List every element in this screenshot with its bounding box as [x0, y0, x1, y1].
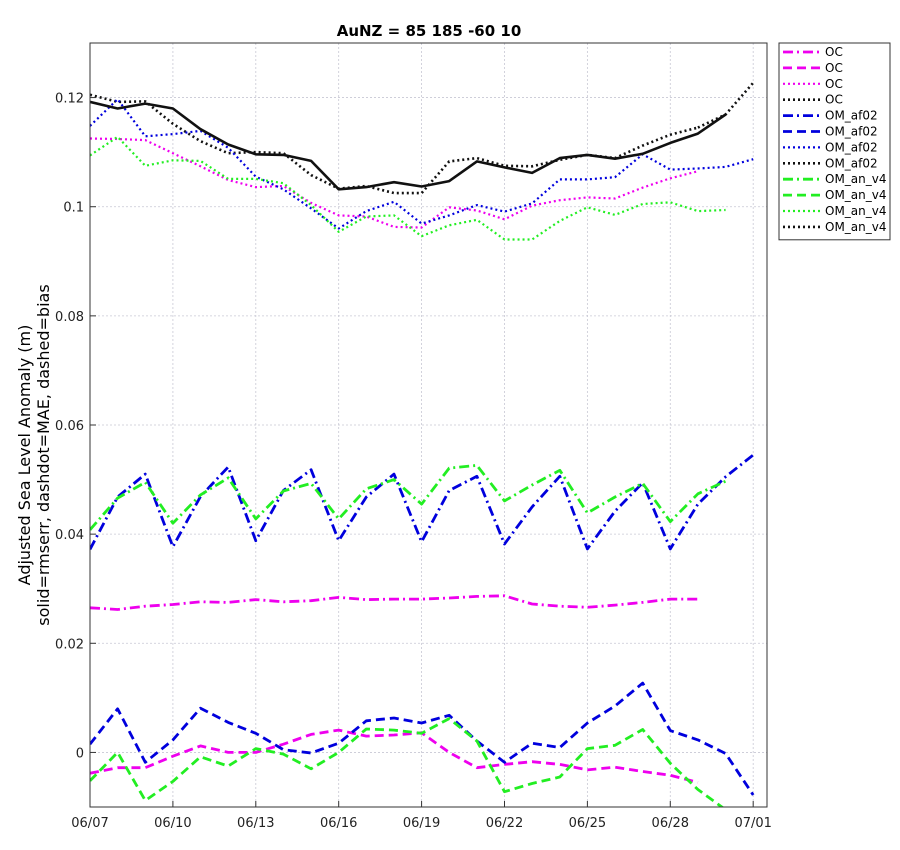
series-line-oc-dotted: [90, 137, 699, 229]
y-axis-label-line-2: solid=rmserr, dashdot=MAE, dashed=bias: [34, 284, 53, 625]
legend-label: OM_af02: [825, 156, 878, 170]
y-axis-ticks: 0 0.02 0.04 0.06 0.08 0.1 0.12: [55, 92, 96, 761]
x-tick-label: 06/07: [71, 816, 108, 831]
series-line-om-af02-dashed: [90, 681, 755, 796]
y-axis-label-line-1: Adjusted Sea Level Anomaly (m): [15, 325, 34, 586]
y-axis-label: Adjusted Sea Level Anomaly (m) solid=rms…: [15, 284, 53, 625]
grid-lines: [89, 43, 767, 807]
legend-label: OM_an_v4: [825, 220, 887, 234]
x-tick-label: 06/13: [237, 816, 274, 831]
legend-label: OC: [825, 45, 843, 59]
legend-label: OC: [825, 61, 843, 75]
legend-label: OM_an_v4: [825, 172, 887, 186]
legend: OCOCOCOCOM_af02OM_af02OM_af02OM_af02OM_a…: [778, 42, 891, 241]
series-line-om-an-v4-dashed: [90, 717, 725, 807]
series-line-oc-dashdot: [90, 594, 698, 611]
x-tick-label: 06/25: [569, 816, 606, 831]
legend-label: OC: [825, 77, 843, 91]
series-lines: [90, 81, 755, 807]
legend-label: OM_an_v4: [825, 188, 887, 202]
x-axis-ticks: 06/07 06/10 06/13 06/16 06/19 06/22 06/25 06/28…: [71, 801, 772, 831]
y-tick-label: 0.12: [55, 92, 84, 107]
y-tick-label: 0.08: [55, 310, 84, 325]
y-tick-label: 0.04: [55, 528, 84, 543]
x-tick-label: 06/22: [486, 816, 523, 831]
legend-label: OM_af02: [825, 140, 878, 154]
legend-label: OM_an_v4: [825, 204, 887, 218]
y-tick-label: 0: [76, 746, 84, 761]
legend-label: OM_af02: [825, 109, 878, 123]
series-line-om-af02-solid-black: [90, 100, 727, 191]
legend-box: [778, 42, 891, 241]
series-line-om-an-v4-dashdot: [90, 463, 727, 531]
x-tick-label: 06/19: [403, 816, 440, 831]
chart-title: AuNZ = 85 185 -60 10: [337, 22, 522, 40]
y-tick-label: 0.1: [63, 201, 84, 216]
legend-label: OM_af02: [825, 125, 878, 139]
x-tick-label: 06/16: [320, 816, 357, 831]
series-line-oc-dashed: [90, 728, 699, 784]
series-line-om-an-v4-dotted-black: [697, 81, 755, 129]
x-tick-label: 06/28: [652, 816, 689, 831]
y-tick-label: 0.06: [55, 419, 84, 434]
x-tick-label: 06/10: [154, 816, 191, 831]
legend-label: OC: [825, 93, 843, 107]
x-tick-label: 07/01: [734, 816, 771, 831]
y-tick-label: 0.02: [55, 637, 84, 652]
